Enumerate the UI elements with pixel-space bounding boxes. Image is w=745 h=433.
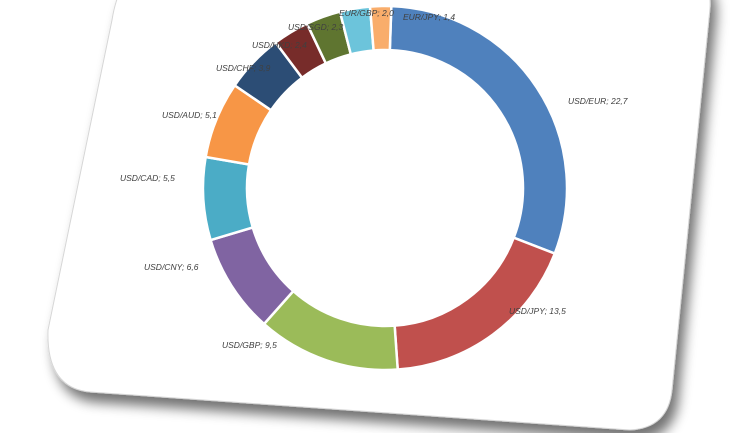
label-usd-aud: USD/AUD; 5,1 — [162, 110, 217, 120]
label-eur-jpy: EUR/JPY; 1,4 — [403, 12, 455, 22]
label-usd-sgd: USD/SGD; 2,3 — [288, 22, 344, 32]
label-usd-gbp: USD/GBP; 9,5 — [222, 340, 277, 350]
donut-slices — [201, 4, 569, 372]
label-usd-chf: USD/CHF; 3,9 — [216, 63, 271, 73]
label-usd-hkd: USD/HKD; 2,4 — [252, 40, 307, 50]
label-eur-gbp: EUR/GBP; 2,0 — [339, 8, 394, 18]
label-usd-jpy: USD/JPY; 13,5 — [509, 306, 566, 316]
label-usd-eur: USD/EUR; 22,7 — [568, 96, 628, 106]
slice-labels: USD/EUR; 22,7 USD/JPY; 13,5 USD/GBP; 9,5 US… — [120, 8, 628, 350]
slice-usd-cad — [201, 155, 255, 242]
label-usd-cad: USD/CAD; 5,5 — [120, 173, 175, 183]
slice-eur-jpy — [368, 4, 393, 52]
label-usd-cny: USD/CNY; 6,6 — [144, 262, 199, 272]
